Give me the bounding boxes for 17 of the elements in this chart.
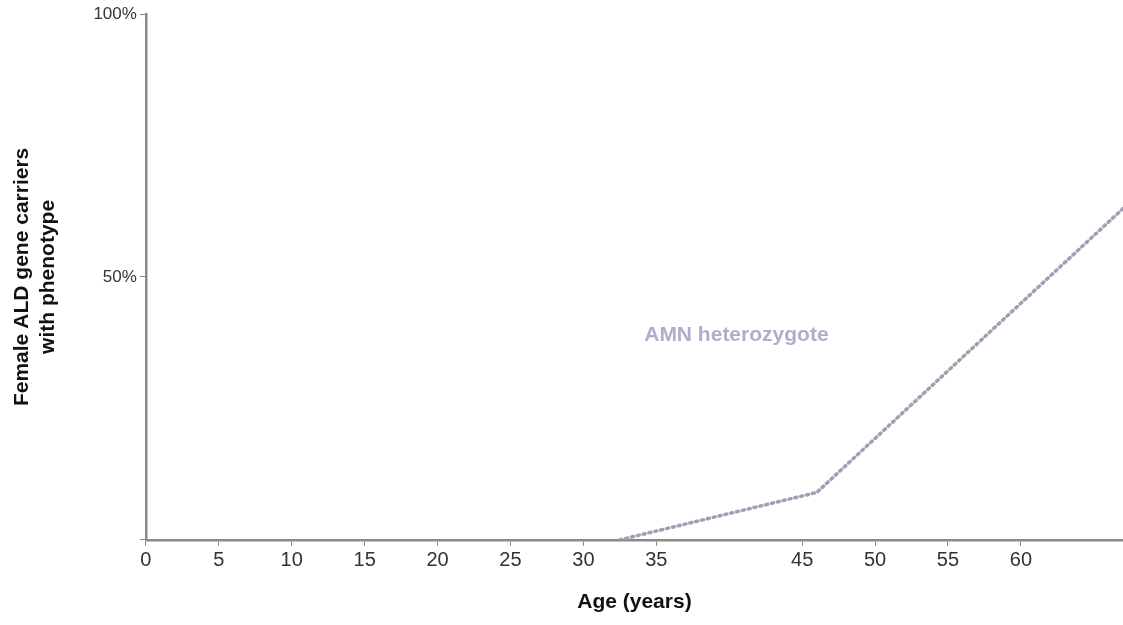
x-tick-label: 20 xyxy=(426,548,449,571)
y-axis-title: Female ALD gene carriers with phenotype xyxy=(9,147,58,407)
x-tick-label: 15 xyxy=(353,548,376,571)
x-tick-label: 25 xyxy=(499,548,522,571)
y-tick-label: 100% xyxy=(93,3,137,23)
x-tick-label: 45 xyxy=(791,548,814,571)
x-tick-label: 35 xyxy=(645,548,668,571)
x-tick-label: 55 xyxy=(936,548,960,571)
text: AMN heterozygote xyxy=(644,321,829,345)
x-tick-label: 60 xyxy=(1009,548,1033,571)
x-axis-title: Age (years) xyxy=(577,589,692,613)
x-tick-label: 30 xyxy=(572,548,595,571)
x-tick-label: 50 xyxy=(863,548,887,571)
x-tick-label: 10 xyxy=(280,548,303,571)
x-tick-label: 0 xyxy=(140,548,152,571)
y-tick-label: 50% xyxy=(102,266,137,286)
x-tick-label: 5 xyxy=(213,548,225,571)
